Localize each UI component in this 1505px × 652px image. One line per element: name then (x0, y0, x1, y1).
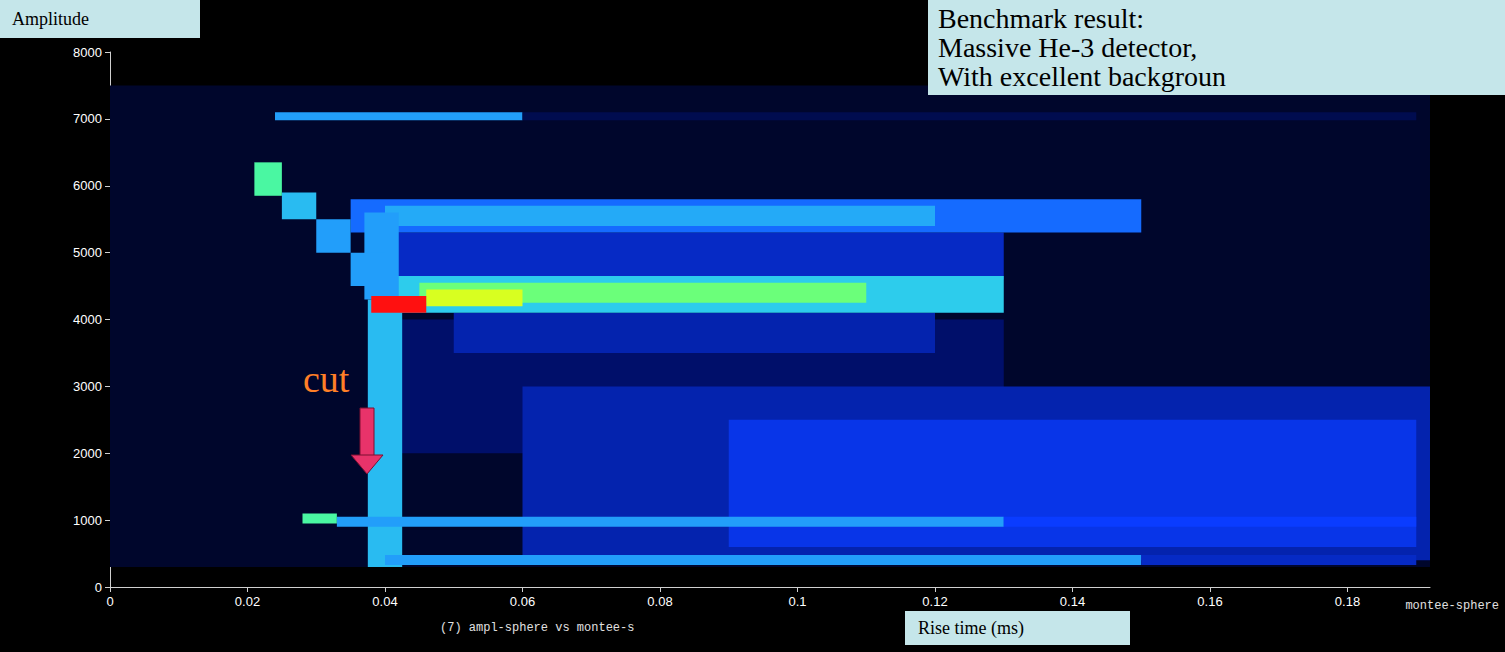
svg-text:8000: 8000 (73, 45, 102, 60)
svg-text:0: 0 (95, 580, 102, 595)
svg-text:0.08: 0.08 (647, 594, 672, 609)
svg-text:0.06: 0.06 (510, 594, 535, 609)
svg-text:2000: 2000 (73, 446, 102, 461)
svg-text:Amplitude: Amplitude (12, 9, 89, 29)
svg-text:Rise time (ms): Rise time (ms) (918, 618, 1024, 639)
svg-text:3000: 3000 (73, 379, 102, 394)
svg-text:0.14: 0.14 (1060, 594, 1085, 609)
svg-text:cut: cut (303, 358, 350, 400)
svg-text:6000: 6000 (73, 178, 102, 193)
svg-text:0.02: 0.02 (235, 594, 260, 609)
svg-text:(7) ampl-sphere vs montee-s: (7) ampl-sphere vs montee-s (440, 621, 634, 635)
svg-text:Massive He-3 detector,: Massive He-3 detector, (938, 32, 1197, 63)
svg-text:Benchmark result:: Benchmark result: (938, 3, 1144, 34)
svg-text:0.04: 0.04 (372, 594, 397, 609)
svg-text:0.18: 0.18 (1335, 594, 1360, 609)
svg-text:1000: 1000 (73, 513, 102, 528)
svg-text:0.12: 0.12 (922, 594, 947, 609)
svg-text:5000: 5000 (73, 245, 102, 260)
svg-text:7000: 7000 (73, 111, 102, 126)
svg-text:With excellent backgroun: With excellent backgroun (938, 61, 1226, 92)
svg-text:4000: 4000 (73, 312, 102, 327)
svg-text:montee-sphere: montee-sphere (1405, 599, 1499, 613)
svg-text:0.16: 0.16 (1197, 594, 1222, 609)
svg-text:0: 0 (106, 594, 113, 609)
svg-text:0.1: 0.1 (788, 594, 806, 609)
